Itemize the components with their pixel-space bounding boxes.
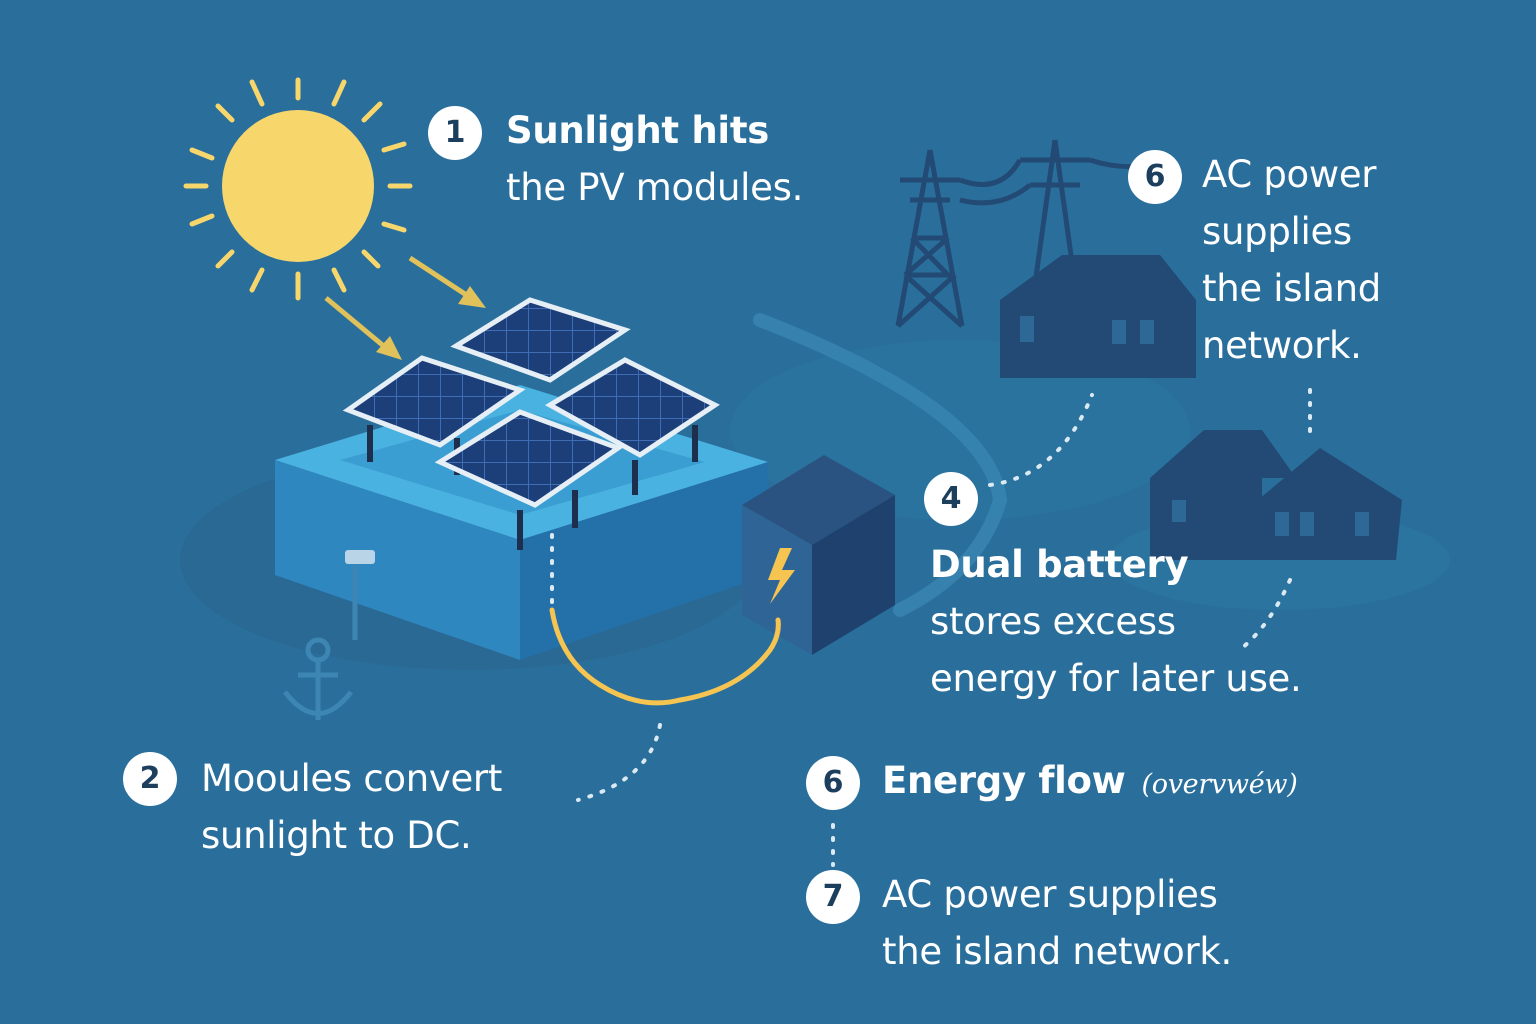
house-icon bbox=[1150, 430, 1402, 560]
step-1: 1 Sunlight hits the PV modules. bbox=[428, 106, 803, 216]
dotted-connector bbox=[550, 388, 1312, 867]
sunlight-arrow bbox=[324, 255, 486, 360]
step-text: AC power bbox=[1202, 153, 1377, 196]
step-2: 2 Mooules convert sunlight to DC. bbox=[123, 752, 502, 864]
step-note: (overvwéw) bbox=[1141, 769, 1298, 800]
step-number-badge: 1 bbox=[428, 106, 482, 160]
house-icon bbox=[1000, 255, 1196, 378]
sun-icon bbox=[183, 77, 413, 301]
step-text: energy for later use. bbox=[930, 657, 1302, 700]
step-text: AC power supplies bbox=[882, 873, 1218, 916]
step-title: Dual battery bbox=[930, 543, 1189, 586]
step-text: the island network. bbox=[882, 930, 1233, 973]
step-text: the PV modules. bbox=[506, 166, 804, 209]
step-number-badge: 4 bbox=[924, 472, 978, 526]
step-4: 4 Dual battery stores excess energy for … bbox=[924, 472, 1302, 707]
step-number-badge: 2 bbox=[123, 752, 177, 806]
step-text: the island bbox=[1202, 267, 1381, 310]
anchor-icon bbox=[283, 550, 375, 720]
step-number-badge: 7 bbox=[806, 870, 860, 924]
step-number-badge: 6 bbox=[806, 755, 860, 810]
dc-cable bbox=[549, 607, 781, 706]
step-6-energy-flow: 6 Energy flow (overvwéw) bbox=[806, 752, 1298, 813]
step-7: 7 AC power supplies the island network. bbox=[806, 870, 1232, 980]
step-text: sunlight to DC. bbox=[201, 814, 472, 857]
step-text: stores excess bbox=[930, 600, 1176, 643]
step-text: network. bbox=[1202, 324, 1362, 367]
step-text: supplies bbox=[1202, 210, 1352, 253]
river-path bbox=[753, 313, 1008, 617]
step-title: Energy flow bbox=[882, 759, 1126, 802]
step-title: Sunlight hits bbox=[506, 109, 769, 152]
step-text: Mooules convert bbox=[201, 757, 503, 800]
step-6-ac-power: 6 AC power supplies the island network. bbox=[1128, 150, 1381, 374]
lightning-bolt-icon bbox=[768, 548, 795, 604]
solar-panel-icon bbox=[342, 297, 720, 550]
step-number-badge: 6 bbox=[1128, 150, 1182, 204]
